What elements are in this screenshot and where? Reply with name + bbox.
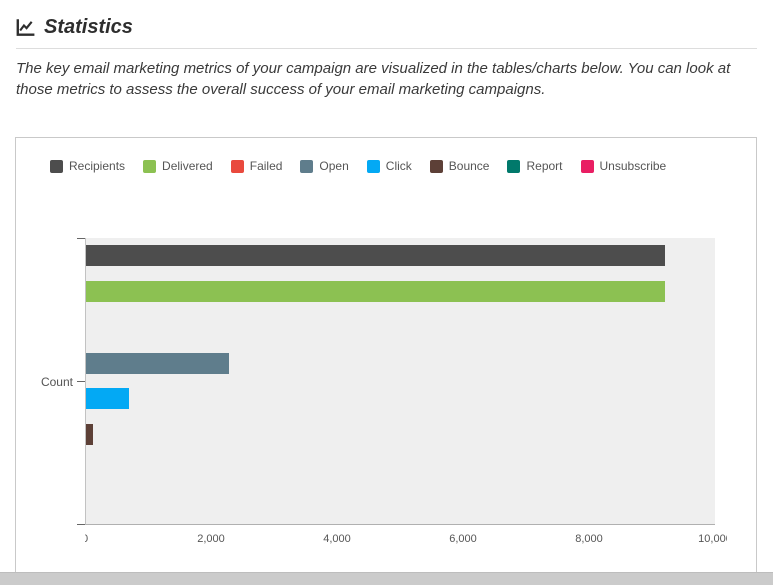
- line-chart-icon: [16, 18, 35, 37]
- bar-delivered: [86, 281, 665, 303]
- bar-row: [86, 417, 715, 453]
- chart-legend: Recipients Delivered Failed Open Click Bounce…: [50, 159, 666, 173]
- y-axis-tick: [77, 381, 85, 382]
- legend-label: Unsubscribe: [599, 159, 667, 173]
- legend-swatch: [366, 159, 380, 173]
- legend-label: Delivered: [162, 159, 213, 173]
- bar-row: [86, 274, 715, 310]
- legend-label: Open: [319, 159, 349, 173]
- bar-row: [86, 453, 715, 489]
- bar-row: [86, 345, 715, 381]
- x-tick-label: 2,000: [197, 533, 225, 545]
- legend-label: Failed: [249, 159, 283, 173]
- y-axis-tick: [77, 238, 85, 239]
- bar-row: [86, 310, 715, 346]
- legend-swatch: [507, 159, 521, 173]
- legend-item: Unsubscribe: [580, 159, 667, 173]
- legend-label: Click: [385, 159, 412, 173]
- page-header: Statistics The key email marketing metri…: [0, 0, 773, 101]
- legend-swatch: [230, 159, 244, 173]
- legend-label: Recipients: [69, 159, 126, 173]
- legend-item: Open: [300, 159, 349, 173]
- legend-item: Delivered: [143, 159, 213, 173]
- y-axis-tick: [77, 524, 85, 525]
- x-tick-label: 10,000: [698, 533, 727, 545]
- legend-item: Click: [366, 159, 412, 173]
- legend-item: Report: [507, 159, 563, 173]
- page-title: Statistics: [44, 16, 133, 38]
- legend-swatch: [143, 159, 157, 173]
- page-description: The key email marketing metrics of your …: [16, 60, 731, 99]
- page-title-row: Statistics: [16, 16, 757, 39]
- x-tick-label: 4,000: [323, 533, 351, 545]
- bar-bounce: [86, 424, 93, 446]
- bar-open: [86, 352, 229, 374]
- legend-swatch: [429, 159, 443, 173]
- chart-panel: Recipients Delivered Failed Open Click Bounce…: [15, 137, 757, 585]
- bar-row: [86, 488, 715, 524]
- window-bottom-edge: [0, 572, 773, 585]
- legend-label: Report: [526, 159, 563, 173]
- y-axis-label: Count: [40, 375, 73, 389]
- legend-swatch: [580, 159, 594, 173]
- x-tick-label: 0: [85, 533, 88, 545]
- plot-area: [85, 238, 715, 525]
- x-tick-label: 6,000: [449, 533, 477, 545]
- x-axis: 0 2,000 4,000 6,000 8,000 10,000: [85, 532, 727, 549]
- x-tick-label: 8,000: [575, 533, 603, 545]
- bar-row: [86, 238, 715, 274]
- bar-recipients: [86, 245, 665, 267]
- bar-row: [86, 381, 715, 417]
- header-divider: [16, 48, 757, 49]
- legend-item: Recipients: [50, 159, 125, 173]
- legend-item: Bounce: [429, 159, 490, 173]
- legend-swatch: [300, 159, 314, 173]
- legend-swatch: [50, 159, 63, 173]
- bar-click: [86, 388, 129, 410]
- legend-label: Bounce: [448, 159, 490, 173]
- legend-item: Failed: [230, 159, 283, 173]
